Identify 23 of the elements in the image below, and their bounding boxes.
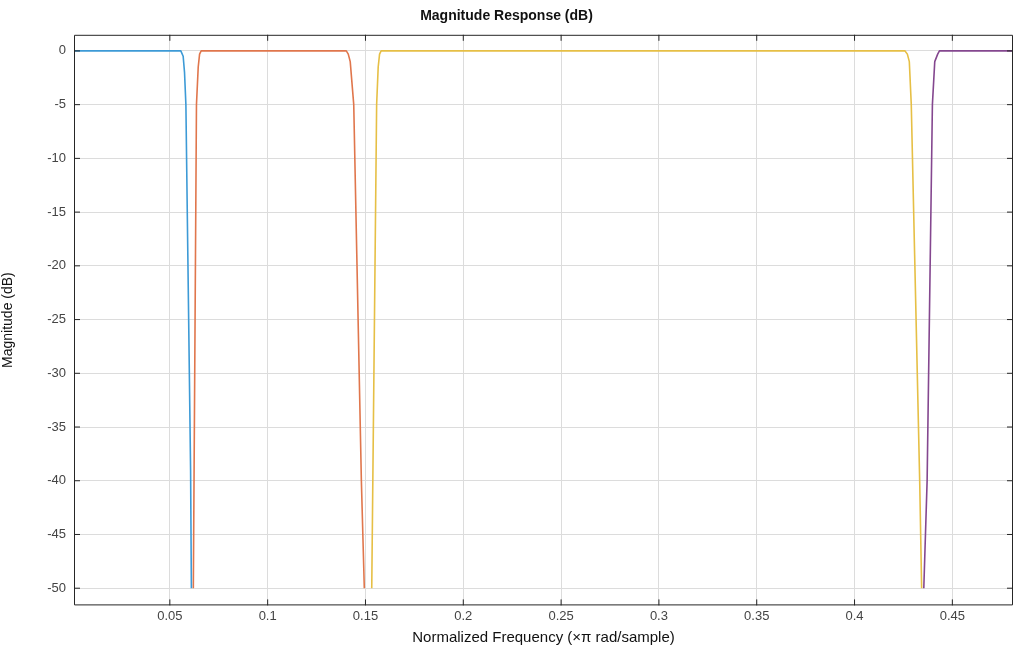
x-tick-label: 0.45 <box>939 607 966 623</box>
y-tick-label: -45 <box>47 526 66 542</box>
y-tick-label: -15 <box>47 203 66 219</box>
y-tick-label: -40 <box>47 472 66 488</box>
x-tick-label: 0.05 <box>157 607 183 623</box>
x-tick-label: 0.1 <box>258 607 277 623</box>
chart-title: Magnitude Response (dB) <box>420 7 593 24</box>
y-tick-label: -5 <box>54 96 66 112</box>
x-tick-label: 0.25 <box>548 607 574 623</box>
x-tick-label: 0.35 <box>744 607 770 623</box>
x-tick-label: 0.3 <box>649 607 668 623</box>
y-axis-title: Magnitude (dB) <box>0 272 16 368</box>
x-axis-title: Normalized Frequency (×π rad/sample) <box>412 628 675 646</box>
y-tick-label: -20 <box>47 257 66 273</box>
y-tick-label: -30 <box>47 364 66 380</box>
y-tick-label: -50 <box>47 579 66 595</box>
x-tick-label: 0.15 <box>352 607 379 623</box>
y-tick-label: -35 <box>47 418 66 434</box>
x-tick-label: 0.2 <box>454 607 473 623</box>
y-tick-label: -10 <box>47 149 66 165</box>
x-tick-label: 0.4 <box>845 607 864 623</box>
y-tick-label: -25 <box>47 311 66 327</box>
y-tick-label: 0 <box>58 42 66 58</box>
